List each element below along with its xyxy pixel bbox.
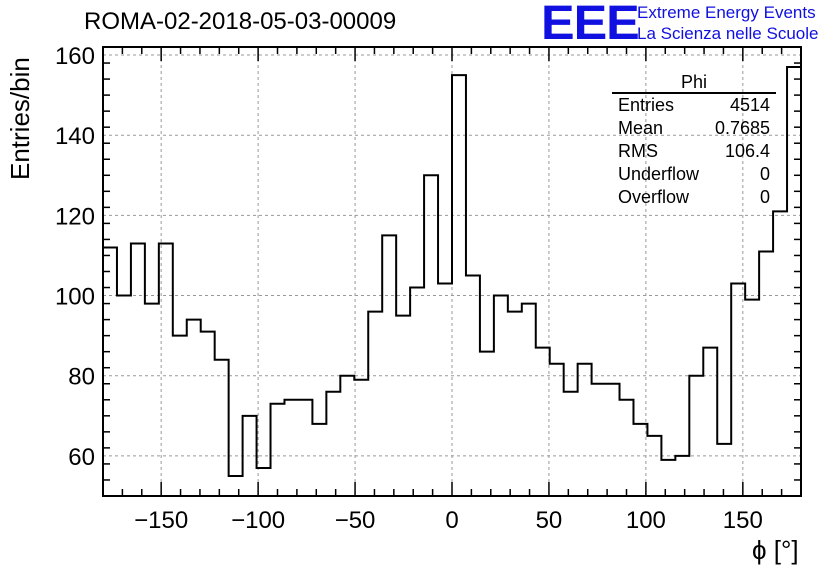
x-tick-label: −50 xyxy=(335,507,376,534)
stats-label: Mean xyxy=(618,118,664,138)
y-tick-label: 160 xyxy=(55,43,95,70)
stats-value: 4514 xyxy=(729,95,770,115)
y-tick-label: 100 xyxy=(55,284,95,311)
stats-value: 0 xyxy=(759,187,770,207)
y-axis-label: Entries/bin xyxy=(5,57,35,180)
logo-subtitle-1: Extreme Energy Events xyxy=(637,3,816,22)
x-tick-label: 0 xyxy=(445,507,458,534)
histogram-line xyxy=(102,66,802,496)
x-tick-label: 50 xyxy=(536,507,563,534)
y-tick-label: 60 xyxy=(68,444,95,471)
stats-row-entries: Entries 4514 xyxy=(610,94,778,117)
y-tick-label: 140 xyxy=(55,123,95,150)
eee-logo: EEE xyxy=(541,0,640,50)
stats-row-mean: Mean 0.7685 xyxy=(610,117,778,140)
logo-subtitle-2: La Scienza nelle Scuole xyxy=(637,24,819,43)
stats-label: Entries xyxy=(618,95,675,115)
stats-value: 0 xyxy=(759,164,770,184)
x-tick-label: 100 xyxy=(626,507,666,534)
x-tick-label: −100 xyxy=(231,507,285,534)
stats-label: Underflow xyxy=(618,164,700,184)
y-tick-label: 80 xyxy=(68,364,95,391)
axis-ticks xyxy=(102,46,802,497)
stats-value: 106.4 xyxy=(724,141,770,161)
x-axis-label: ϕ [°] xyxy=(752,535,799,565)
x-tick-label: 150 xyxy=(723,507,763,534)
stats-title: Phi xyxy=(612,72,776,94)
stats-label: RMS xyxy=(618,141,658,161)
tick-labels: −150 −100 −50 0 50 100 150 60 80 100 120 140 160 xyxy=(55,43,763,534)
y-tick-label: 120 xyxy=(55,203,95,230)
stats-row-rms: RMS 106.4 xyxy=(610,140,778,163)
stats-box: Phi Entries 4514 Mean 0.7685 RMS 106.4 U… xyxy=(610,72,778,209)
run-title: ROMA-02-2018-05-03-00009 xyxy=(84,8,397,35)
stats-row-overflow: Overflow 0 xyxy=(610,186,778,209)
x-tick-label: −150 xyxy=(134,507,188,534)
stats-value: 0.7685 xyxy=(714,118,770,138)
stats-row-underflow: Underflow 0 xyxy=(610,163,778,186)
stats-label: Overflow xyxy=(618,187,690,207)
